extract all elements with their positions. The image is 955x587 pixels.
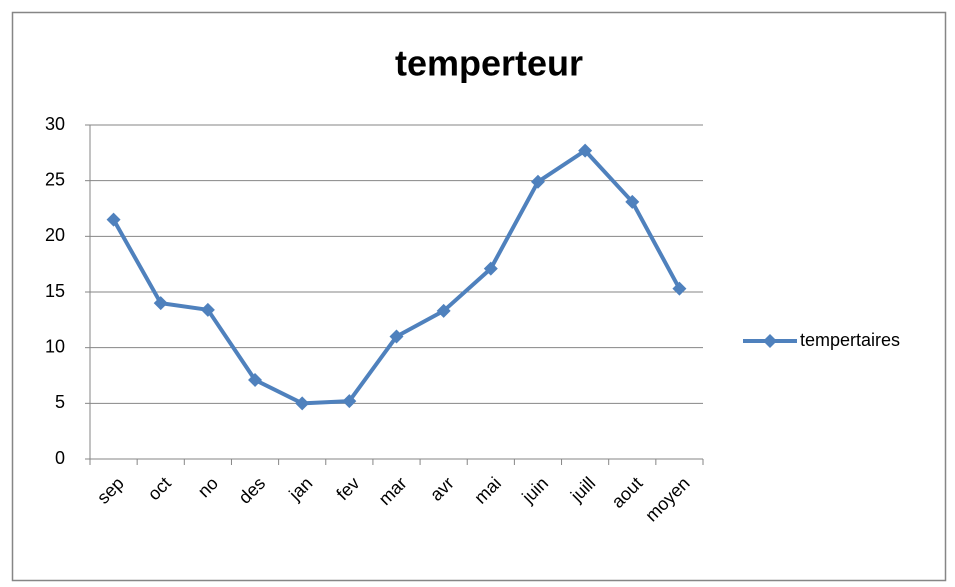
y-tick-label: 10	[45, 336, 65, 356]
marker	[342, 394, 357, 409]
y-tick-label: 5	[55, 392, 65, 412]
y-tick-label: 0	[55, 448, 65, 468]
marker	[625, 194, 640, 209]
marker	[295, 396, 310, 411]
legend-label: tempertaires	[800, 330, 900, 350]
marker	[530, 174, 545, 189]
legend-marker	[763, 334, 777, 348]
y-tick-label: 25	[45, 169, 65, 189]
marker	[483, 261, 498, 276]
marker	[106, 212, 121, 227]
y-tick-label: 15	[45, 281, 65, 301]
marker	[436, 303, 451, 318]
marker	[389, 329, 404, 344]
marker	[672, 281, 687, 296]
y-tick-label: 20	[45, 225, 65, 245]
marker	[200, 302, 215, 317]
marker	[248, 372, 263, 387]
chart-title: temperteur	[395, 43, 583, 84]
marker	[153, 296, 168, 311]
marker	[578, 143, 593, 158]
y-tick-label: 30	[45, 114, 65, 134]
chart-frame	[11, 11, 947, 582]
